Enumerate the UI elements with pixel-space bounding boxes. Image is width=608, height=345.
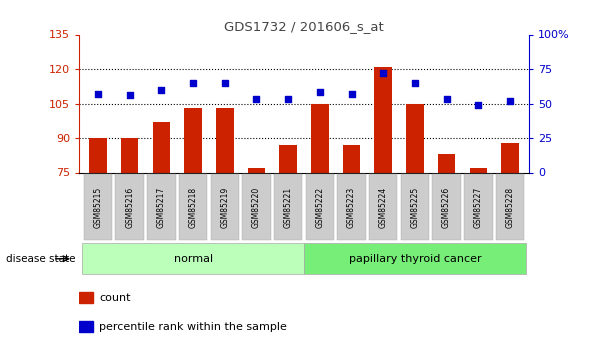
Text: GSM85227: GSM85227: [474, 186, 483, 228]
FancyBboxPatch shape: [179, 174, 207, 240]
Point: [156, 87, 166, 92]
Bar: [501, 142, 519, 172]
Bar: [469, 168, 487, 172]
Text: GSM85216: GSM85216: [125, 186, 134, 228]
FancyBboxPatch shape: [496, 174, 524, 240]
Text: GSM85223: GSM85223: [347, 186, 356, 228]
Bar: [406, 104, 424, 172]
Bar: [343, 145, 360, 172]
Point: [378, 70, 388, 76]
Point: [283, 97, 293, 102]
Title: GDS1732 / 201606_s_at: GDS1732 / 201606_s_at: [224, 20, 384, 33]
FancyBboxPatch shape: [82, 243, 304, 274]
Text: GSM85221: GSM85221: [284, 186, 292, 228]
Point: [442, 97, 452, 102]
Point: [220, 80, 230, 86]
Text: papillary thyroid cancer: papillary thyroid cancer: [348, 254, 481, 264]
FancyBboxPatch shape: [304, 243, 526, 274]
Point: [93, 91, 103, 97]
Text: percentile rank within the sample: percentile rank within the sample: [99, 322, 287, 332]
FancyBboxPatch shape: [116, 174, 144, 240]
FancyBboxPatch shape: [337, 174, 366, 240]
FancyBboxPatch shape: [274, 174, 302, 240]
Text: GSM85224: GSM85224: [379, 186, 388, 228]
Text: GSM85218: GSM85218: [188, 186, 198, 228]
Bar: [79, 292, 92, 303]
Bar: [184, 108, 202, 172]
Bar: [248, 168, 265, 172]
Bar: [311, 104, 328, 172]
Bar: [438, 154, 455, 172]
Text: GSM85217: GSM85217: [157, 186, 166, 228]
Bar: [375, 67, 392, 172]
FancyBboxPatch shape: [84, 174, 112, 240]
Bar: [216, 108, 233, 172]
Point: [347, 91, 356, 97]
Point: [315, 90, 325, 95]
Bar: [153, 122, 170, 172]
Point: [125, 92, 134, 98]
Text: GSM85220: GSM85220: [252, 186, 261, 228]
Point: [410, 80, 420, 86]
Point: [188, 80, 198, 86]
Bar: [79, 321, 92, 332]
Bar: [280, 145, 297, 172]
Point: [252, 97, 261, 102]
FancyBboxPatch shape: [432, 174, 461, 240]
Text: count: count: [99, 293, 131, 303]
FancyBboxPatch shape: [210, 174, 239, 240]
Point: [474, 102, 483, 108]
Text: normal: normal: [173, 254, 213, 264]
Text: GSM85226: GSM85226: [442, 186, 451, 228]
Text: GSM85228: GSM85228: [505, 186, 514, 228]
Point: [505, 98, 515, 104]
Bar: [89, 138, 107, 172]
FancyBboxPatch shape: [147, 174, 176, 240]
Text: GSM85215: GSM85215: [94, 186, 103, 228]
FancyBboxPatch shape: [306, 174, 334, 240]
Text: GSM85222: GSM85222: [316, 186, 324, 228]
Text: disease state: disease state: [6, 254, 75, 264]
Bar: [121, 138, 139, 172]
FancyBboxPatch shape: [401, 174, 429, 240]
FancyBboxPatch shape: [242, 174, 271, 240]
Text: GSM85219: GSM85219: [220, 186, 229, 228]
Text: GSM85225: GSM85225: [410, 186, 420, 228]
FancyBboxPatch shape: [464, 174, 492, 240]
FancyBboxPatch shape: [369, 174, 398, 240]
